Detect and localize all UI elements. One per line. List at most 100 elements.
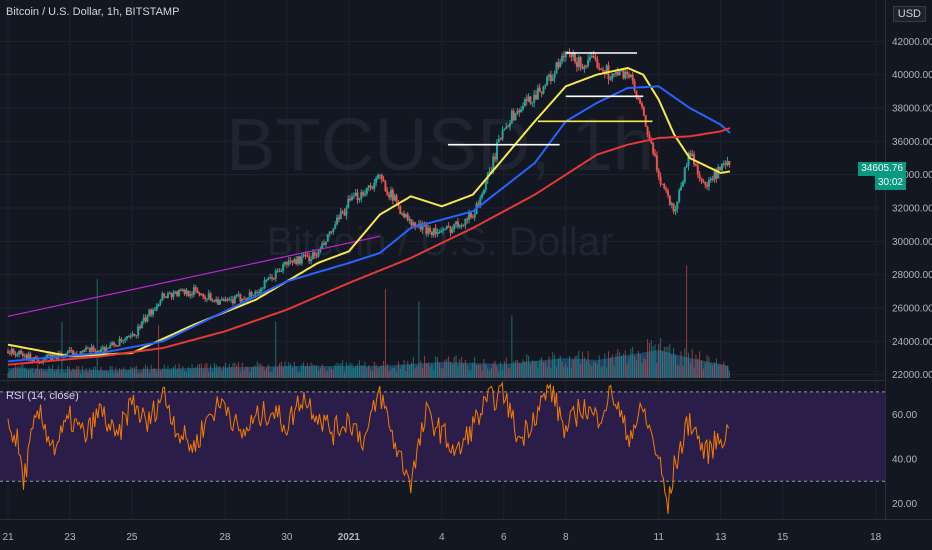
candle-body — [148, 309, 151, 317]
candle-body — [170, 292, 173, 298]
candle-body — [551, 78, 554, 82]
candle-body — [403, 213, 406, 218]
candle-body — [555, 62, 558, 74]
rsi-axis[interactable]: 20.00 40.00 60.00 — [892, 410, 917, 510]
candle-body — [527, 96, 530, 102]
candle-body — [436, 232, 439, 234]
candle-body — [254, 292, 257, 296]
candle-body — [522, 106, 525, 110]
candle-body — [328, 231, 331, 235]
candle-body — [410, 219, 413, 226]
candle-body — [548, 74, 551, 77]
candle-body — [85, 347, 88, 350]
candle-body — [635, 90, 638, 97]
drawn-levels[interactable] — [448, 52, 653, 146]
candle-body — [165, 296, 168, 298]
candle-body — [637, 96, 640, 100]
candle-body — [244, 299, 247, 301]
candle-body — [447, 225, 450, 228]
candle-body — [706, 184, 709, 187]
candle-body — [20, 350, 23, 354]
candle-body — [581, 67, 584, 69]
candle-body — [583, 65, 586, 69]
rsi-indicator-label[interactable]: RSI (14, close) — [6, 390, 79, 402]
candle-body — [187, 290, 190, 297]
time-tick-label: 2021 — [338, 532, 361, 543]
candle-body — [384, 181, 387, 191]
currency-button[interactable]: USD — [892, 6, 926, 22]
candle-body — [139, 326, 142, 329]
candle-body — [118, 338, 121, 346]
candle-body — [514, 113, 517, 121]
candle-body — [116, 345, 119, 347]
candle-body — [419, 223, 422, 230]
price-axis[interactable]: 22000.00 24000.00 26000.00 28000.00 30000.00… — [892, 37, 932, 381]
candle-body — [176, 291, 179, 296]
candle-body — [657, 170, 660, 177]
candle-body — [198, 292, 201, 296]
candle-body — [252, 295, 255, 297]
candle-body — [442, 229, 445, 231]
candle-body — [395, 195, 398, 203]
candle-body — [408, 219, 411, 221]
candle-body — [453, 224, 456, 230]
candle-body — [330, 231, 333, 233]
candle-body — [257, 292, 260, 294]
time-axis[interactable]: 21 23 25 28 30 2021 4 6 8 11 13 15 18 — [2, 532, 881, 543]
price-tick-label: 36000.00 — [892, 137, 932, 148]
time-tick-label: 11 — [654, 532, 665, 543]
time-tick-label: 25 — [126, 532, 138, 543]
candle-body — [224, 299, 227, 301]
candle-body — [369, 185, 372, 188]
candle-body — [494, 156, 497, 160]
candle-body — [596, 58, 599, 68]
candle-body — [421, 223, 424, 230]
candle-body — [611, 73, 614, 79]
candle-body — [629, 74, 632, 77]
candle-body — [406, 214, 409, 221]
candle-body — [713, 171, 716, 180]
candle-body — [466, 218, 469, 220]
candle-body — [46, 354, 49, 359]
time-tick-label: 15 — [777, 532, 789, 543]
candle-body — [399, 205, 402, 215]
candle-body — [339, 211, 342, 220]
candle-body — [310, 259, 313, 262]
rsi-line — [7, 381, 729, 514]
time-tick-label: 21 — [2, 532, 14, 543]
candle-body — [350, 197, 353, 201]
candle-body — [356, 192, 359, 200]
volume-bars — [7, 265, 731, 378]
candle-body — [349, 198, 352, 201]
candle-body — [520, 109, 523, 113]
candle-body — [540, 91, 543, 94]
candle-body — [101, 347, 104, 349]
time-tick-label: 13 — [715, 532, 727, 543]
candle-body — [390, 190, 393, 198]
candle-body — [626, 72, 629, 75]
candle-body — [577, 57, 580, 67]
candle-body — [205, 298, 208, 300]
candle-body — [642, 106, 645, 116]
price-tick-label: 32000.00 — [892, 204, 932, 215]
candle-body — [707, 180, 710, 187]
candle-body — [726, 161, 729, 166]
candle-body — [640, 103, 643, 107]
candle-body — [66, 352, 69, 354]
candle-body — [667, 190, 670, 196]
candle-body — [315, 255, 318, 257]
candle-body — [440, 230, 443, 232]
candle-body — [218, 300, 221, 305]
candle-body — [194, 287, 197, 291]
candle-body — [278, 270, 281, 272]
candle-body — [525, 99, 528, 102]
candle-body — [204, 296, 207, 299]
candle-body — [698, 174, 701, 179]
candle-body — [443, 228, 446, 230]
candle-body — [354, 192, 357, 196]
candle-body — [683, 167, 686, 183]
candle-body — [267, 277, 270, 280]
candle-body — [652, 143, 655, 154]
candle-body — [549, 74, 552, 82]
